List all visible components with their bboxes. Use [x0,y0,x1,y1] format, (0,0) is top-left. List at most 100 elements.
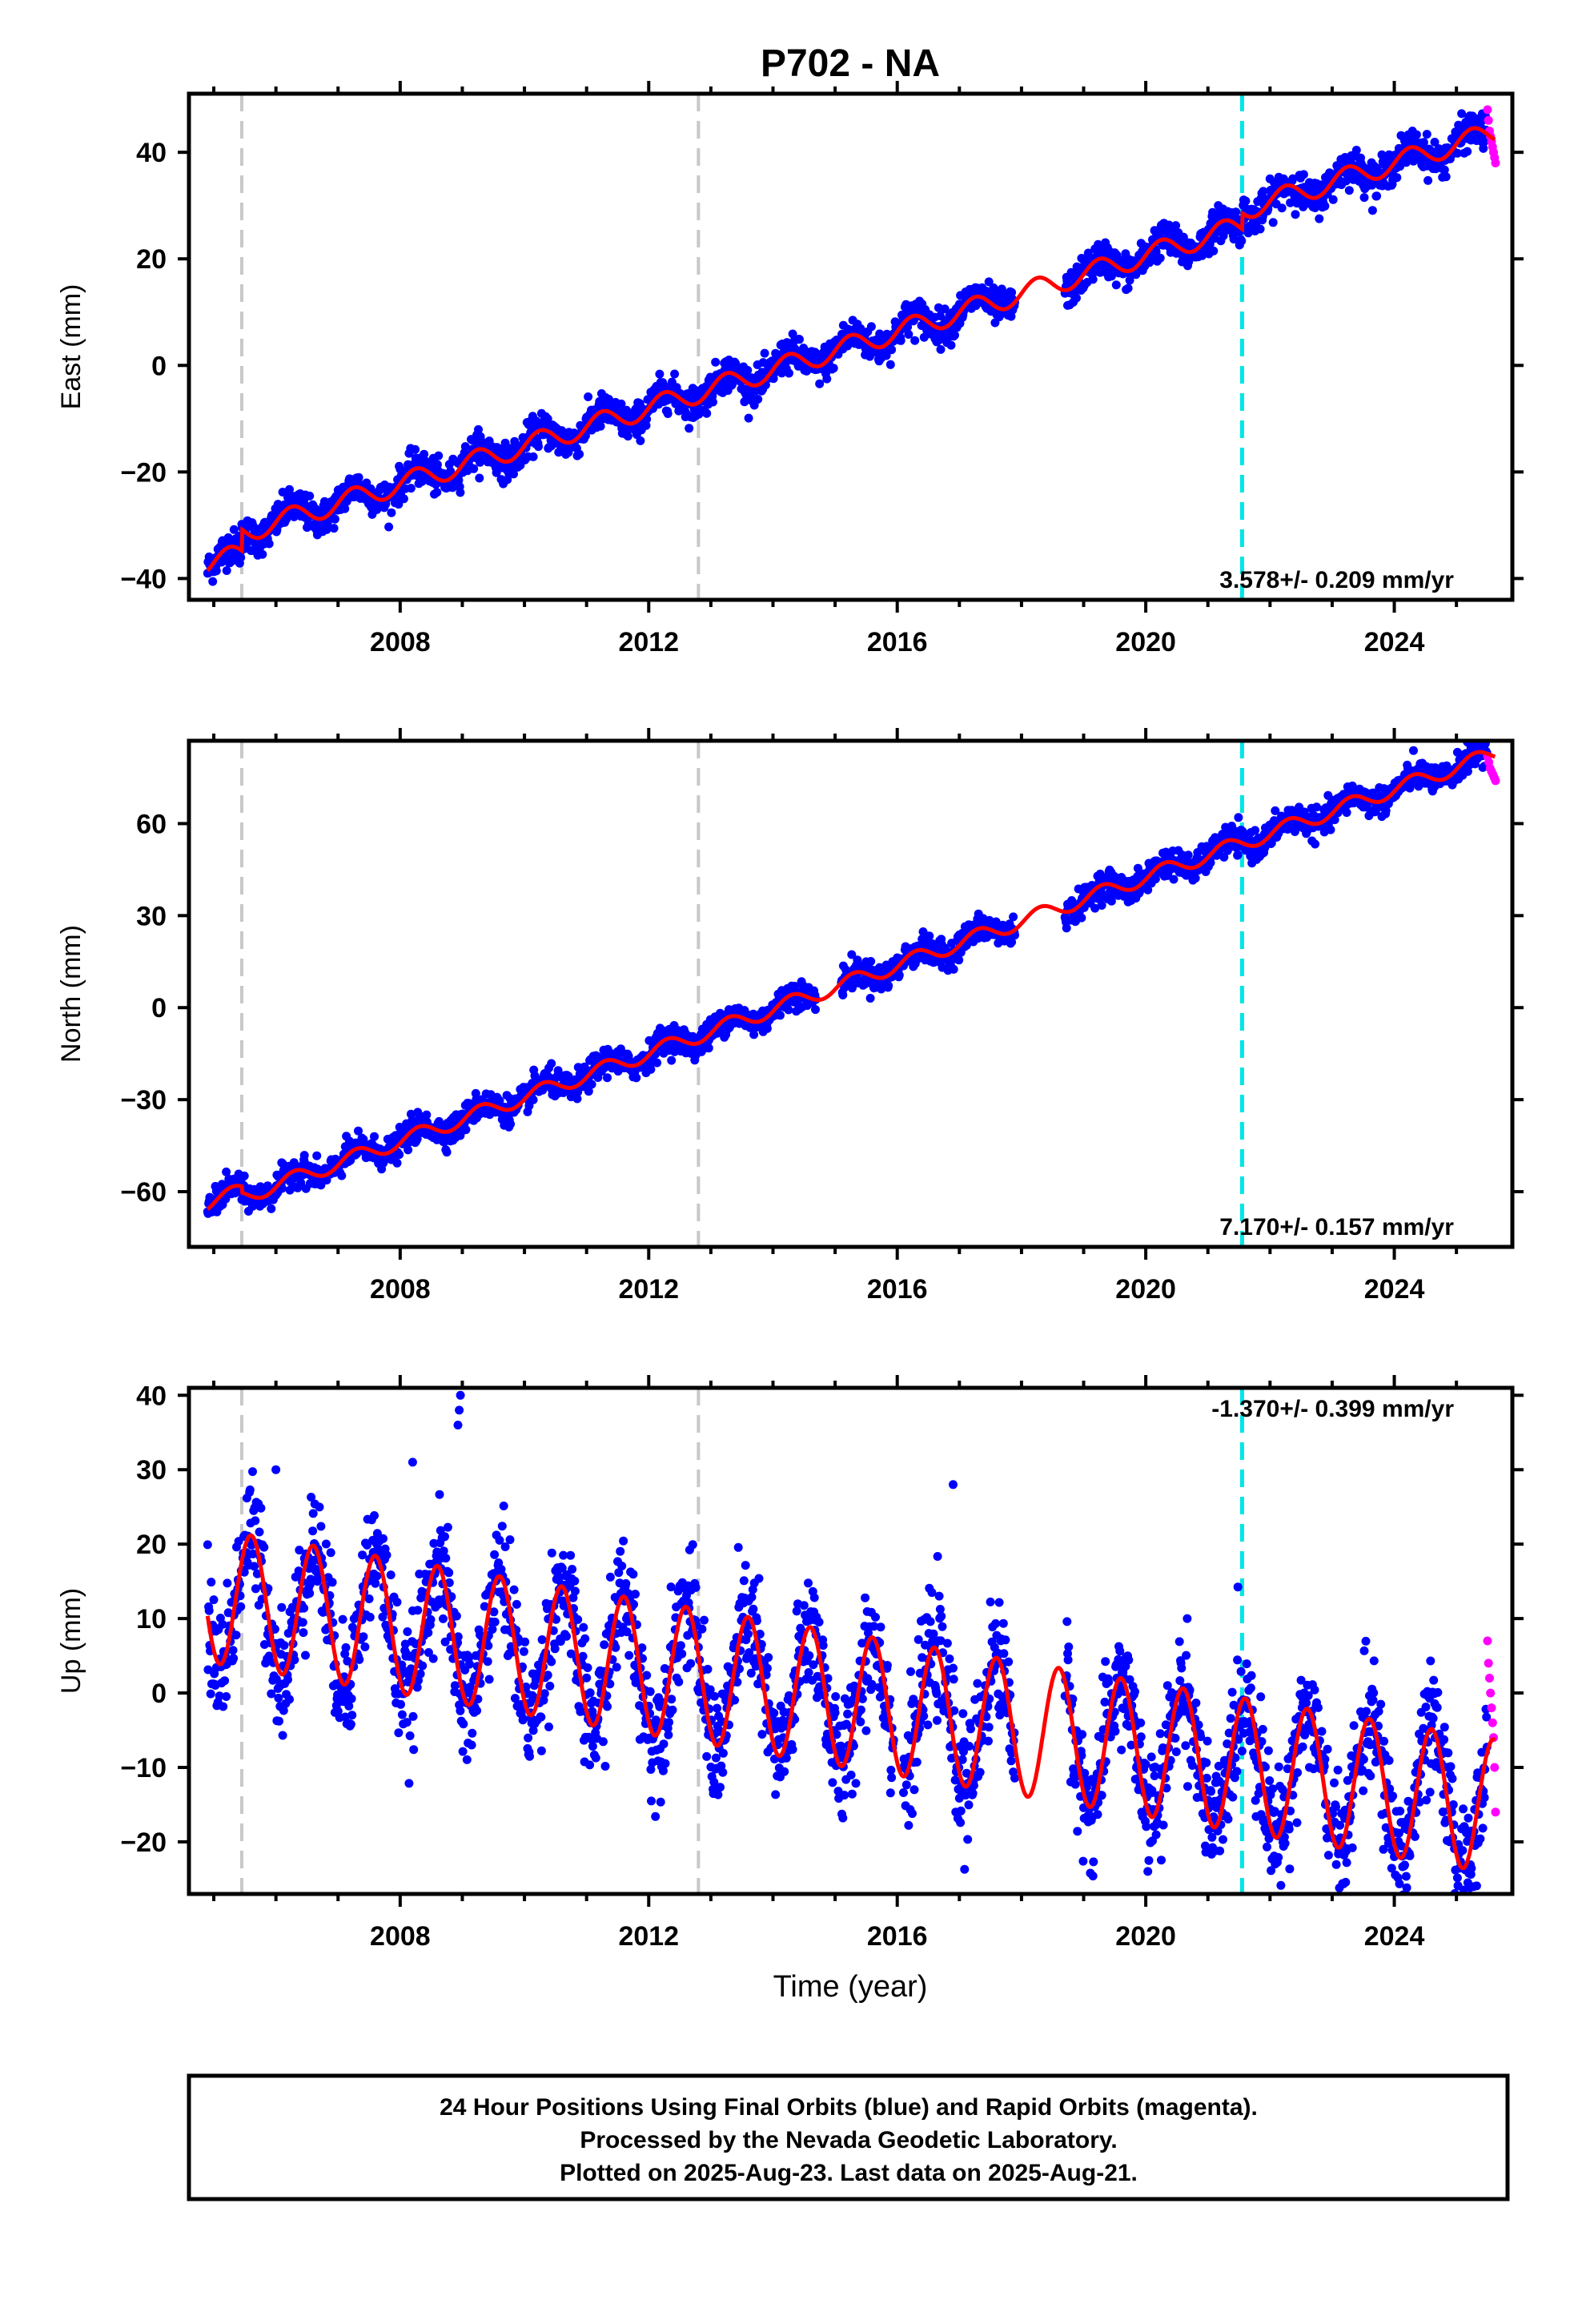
up-final-point [222,1692,231,1701]
north-rate-label: 7.170+/- 0.157 mm/yr [1219,1214,1454,1240]
north-final-point [395,1150,404,1160]
chart-title: P702 - NA [761,42,940,85]
up-final-point [228,1646,238,1655]
east-final-point [420,449,429,459]
north-final-point [1326,825,1335,834]
east-final-point [289,512,299,521]
east-final-point [596,421,605,431]
east-final-point [896,336,905,345]
north-final-point [461,1125,471,1135]
east-final-point [685,424,694,433]
north-final-point [528,1095,538,1104]
north-final-point [222,1167,231,1176]
north-final-point [884,981,893,991]
east-final-point [744,413,753,423]
north-final-point [954,955,964,965]
north-y-tick-label: −30 [120,1085,167,1116]
north-final-point [299,1151,309,1160]
up-final-point [219,1702,228,1711]
north-final-point [370,1132,379,1141]
east-final-point [711,357,721,367]
up-final-point [248,1467,257,1477]
east-final-point [881,351,891,360]
east-final-point [1095,267,1105,277]
east-final-point [584,392,593,401]
east-final-point [1237,236,1247,246]
east-final-point [509,469,518,479]
east-final-point [1315,214,1324,223]
east-event-lines [239,94,1244,600]
east-final-point [330,514,339,524]
north-x-tick-label: 2016 [867,1274,928,1305]
east-final-point [1419,138,1428,147]
east-x-tick-label: 2012 [618,627,679,657]
east-final-point [709,397,717,407]
east-final-point [384,522,394,532]
north-final-point [312,1151,322,1160]
north-final-point [949,964,958,974]
east-final-point [1231,207,1241,217]
north-final-point [1409,746,1418,755]
east-final-point [1441,172,1451,182]
east-final-point [475,473,484,483]
up-final-point [220,1676,230,1686]
east-x-tick-label: 2008 [370,627,431,657]
north-final-point [337,1171,347,1180]
north-final-point [865,994,875,1003]
up-final-point [259,1542,269,1552]
north-x-tick-label: 2008 [370,1274,431,1305]
east-final-point [1219,231,1228,240]
up-final-point [204,1606,214,1615]
east-final-point [1439,165,1449,175]
north-x-tick-label: 2024 [1364,1274,1425,1305]
north-final-point [547,1059,556,1068]
north-final-point [296,1178,306,1188]
east-y-tick-label: 0 [151,351,167,381]
east-x-tick-label: 2024 [1364,627,1425,657]
east-final-point [236,553,246,562]
north-final-point [277,1184,287,1193]
east-final-point [1457,109,1467,119]
east-final-point [616,399,626,408]
east-final-point [1423,175,1433,185]
east-final-point [788,329,797,339]
east-final-point [329,524,339,533]
east-final-point [623,432,632,441]
north-final-point [354,1126,363,1136]
east-final-point [1463,147,1472,156]
east-final-point [1209,246,1219,255]
east-final-point [406,484,416,493]
east-final-point [1088,275,1098,284]
east-final-point [354,472,363,482]
north-final-point [1169,875,1178,884]
up-final-point [229,1654,239,1663]
east-rapid-point [1484,115,1493,125]
east-final-point [885,360,895,369]
north-final-point [412,1134,422,1144]
east-final-point [1291,210,1300,219]
east-final-point [1372,191,1382,201]
east-rapid-point [1491,159,1500,167]
east-final-point [904,330,913,339]
north-final-point [667,1055,677,1065]
east-final-point [1299,170,1308,179]
east-final-point [387,508,396,517]
north-final-point [866,957,876,966]
east-final-point [919,332,929,342]
up-final-point [231,1630,241,1640]
east-final-point [394,500,404,509]
east-y-tick-label: 40 [136,138,167,168]
north-final-point [632,1073,641,1083]
east-final-point [1255,224,1265,234]
east-final-point [815,379,825,388]
east-final-point [795,335,804,344]
east-final-point [305,491,315,501]
east-final-point [1377,150,1387,159]
east-final-point [285,485,294,494]
east-final-point [1072,293,1081,303]
up-final-point [236,1602,246,1611]
east-final-point [753,395,763,404]
east-final-point [1007,287,1017,297]
